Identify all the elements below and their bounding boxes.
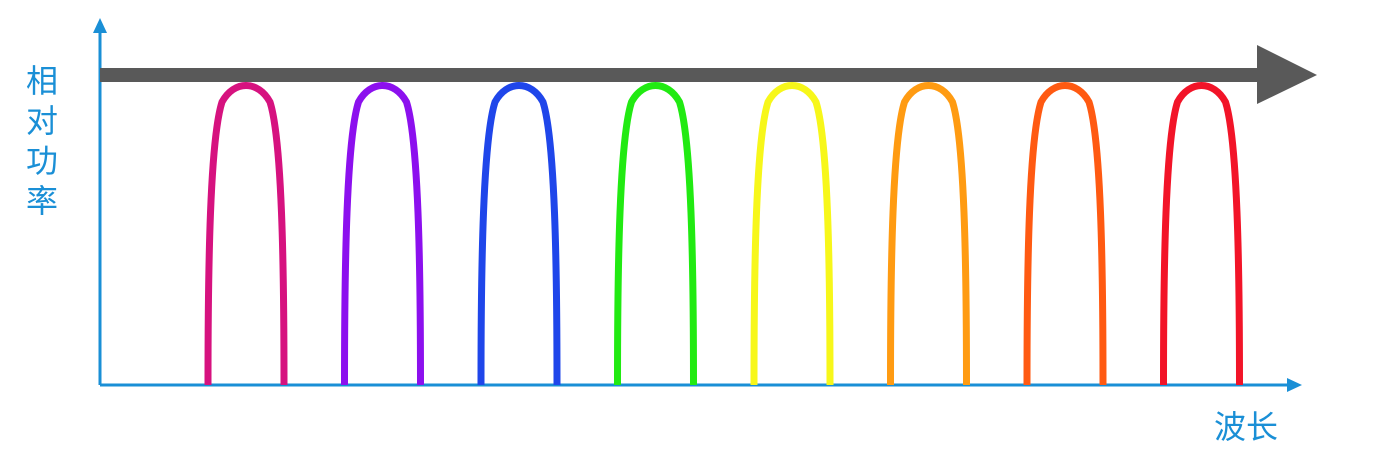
channel-curves [204,82,1243,386]
x-axis-label: 波长 [1214,408,1278,446]
channel-curve [341,82,424,386]
y-axis-label-char: 对 [26,102,58,140]
channel-curve [1160,82,1243,386]
channel-curve [204,82,288,386]
channel-curve [1023,82,1107,386]
y-axis-label-char: 功 [26,142,58,180]
y-axis-arrowhead [93,18,107,33]
x-axis-arrowhead [1287,378,1302,392]
band-arrow-head [1257,45,1317,104]
channel-curve [887,82,970,386]
channel-curve [750,82,834,386]
channel-curve [477,82,561,386]
channel-curve [614,82,697,386]
y-axis-label-char: 率 [26,182,58,220]
y-axis-label-char: 相 [26,62,58,100]
band-arrow-shaft [100,68,1262,82]
y-axis-label: 相 对 功 率 [26,62,68,220]
